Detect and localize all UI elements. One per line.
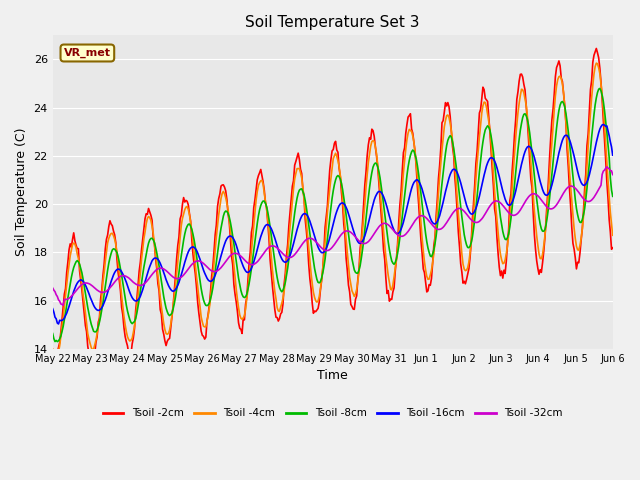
Tsoil -4cm [559, 81, 566, 87]
Tsoil -4cm [224, 206, 232, 212]
Tsoil -8cm [596, 85, 604, 91]
Line: Tsoil -4cm: Tsoil -4cm [52, 63, 612, 356]
Tsoil -32cm [49, 285, 56, 291]
Tsoil -4cm [49, 346, 56, 352]
Tsoil -16cm [364, 225, 371, 231]
Tsoil -32cm [390, 228, 398, 234]
Tsoil -4cm [51, 353, 59, 359]
Line: Tsoil -2cm: Tsoil -2cm [52, 48, 612, 366]
Tsoil -2cm [461, 281, 469, 287]
Tsoil -32cm [60, 302, 67, 308]
Tsoil -32cm [461, 210, 469, 216]
Tsoil -32cm [286, 255, 294, 261]
Line: Tsoil -16cm: Tsoil -16cm [52, 124, 612, 324]
Tsoil -2cm [593, 46, 600, 51]
Tsoil -8cm [559, 98, 566, 104]
Tsoil -2cm [364, 153, 371, 159]
Tsoil -32cm [364, 240, 371, 245]
Tsoil -4cm [390, 274, 398, 280]
Tsoil -8cm [49, 331, 56, 336]
Title: Soil Temperature Set 3: Soil Temperature Set 3 [245, 15, 420, 30]
Tsoil -8cm [609, 193, 616, 199]
Tsoil -16cm [559, 137, 566, 143]
Tsoil -8cm [54, 339, 61, 345]
Line: Tsoil -8cm: Tsoil -8cm [52, 88, 612, 342]
Tsoil -32cm [609, 172, 616, 178]
Tsoil -16cm [286, 252, 294, 258]
X-axis label: Time: Time [317, 369, 348, 382]
Tsoil -2cm [224, 211, 232, 216]
Tsoil -2cm [390, 285, 398, 291]
Tsoil -4cm [286, 224, 294, 230]
Tsoil -16cm [609, 152, 616, 158]
Tsoil -8cm [390, 262, 398, 267]
Tsoil -16cm [390, 228, 398, 233]
Tsoil -4cm [593, 60, 600, 66]
Tsoil -8cm [224, 210, 232, 216]
Tsoil -2cm [51, 363, 59, 369]
Tsoil -2cm [286, 210, 294, 216]
Tsoil -32cm [603, 164, 611, 170]
Tsoil -4cm [461, 268, 469, 274]
Tsoil -8cm [461, 238, 469, 243]
Y-axis label: Soil Temperature (C): Soil Temperature (C) [15, 128, 28, 256]
Tsoil -32cm [559, 192, 566, 198]
Tsoil -4cm [609, 232, 616, 238]
Tsoil -2cm [49, 360, 56, 366]
Tsoil -16cm [49, 306, 56, 312]
Tsoil -8cm [364, 204, 371, 210]
Tsoil -4cm [364, 172, 371, 178]
Line: Tsoil -32cm: Tsoil -32cm [52, 167, 612, 305]
Tsoil -16cm [54, 321, 62, 327]
Tsoil -2cm [609, 245, 616, 251]
Tsoil -16cm [461, 198, 469, 204]
Tsoil -16cm [224, 234, 232, 240]
Tsoil -32cm [224, 255, 232, 261]
Legend: Tsoil -2cm, Tsoil -4cm, Tsoil -8cm, Tsoil -16cm, Tsoil -32cm: Tsoil -2cm, Tsoil -4cm, Tsoil -8cm, Tsoi… [99, 404, 567, 422]
Text: VR_met: VR_met [64, 48, 111, 58]
Tsoil -2cm [559, 79, 566, 84]
Tsoil -8cm [286, 247, 294, 253]
Tsoil -16cm [600, 121, 607, 127]
